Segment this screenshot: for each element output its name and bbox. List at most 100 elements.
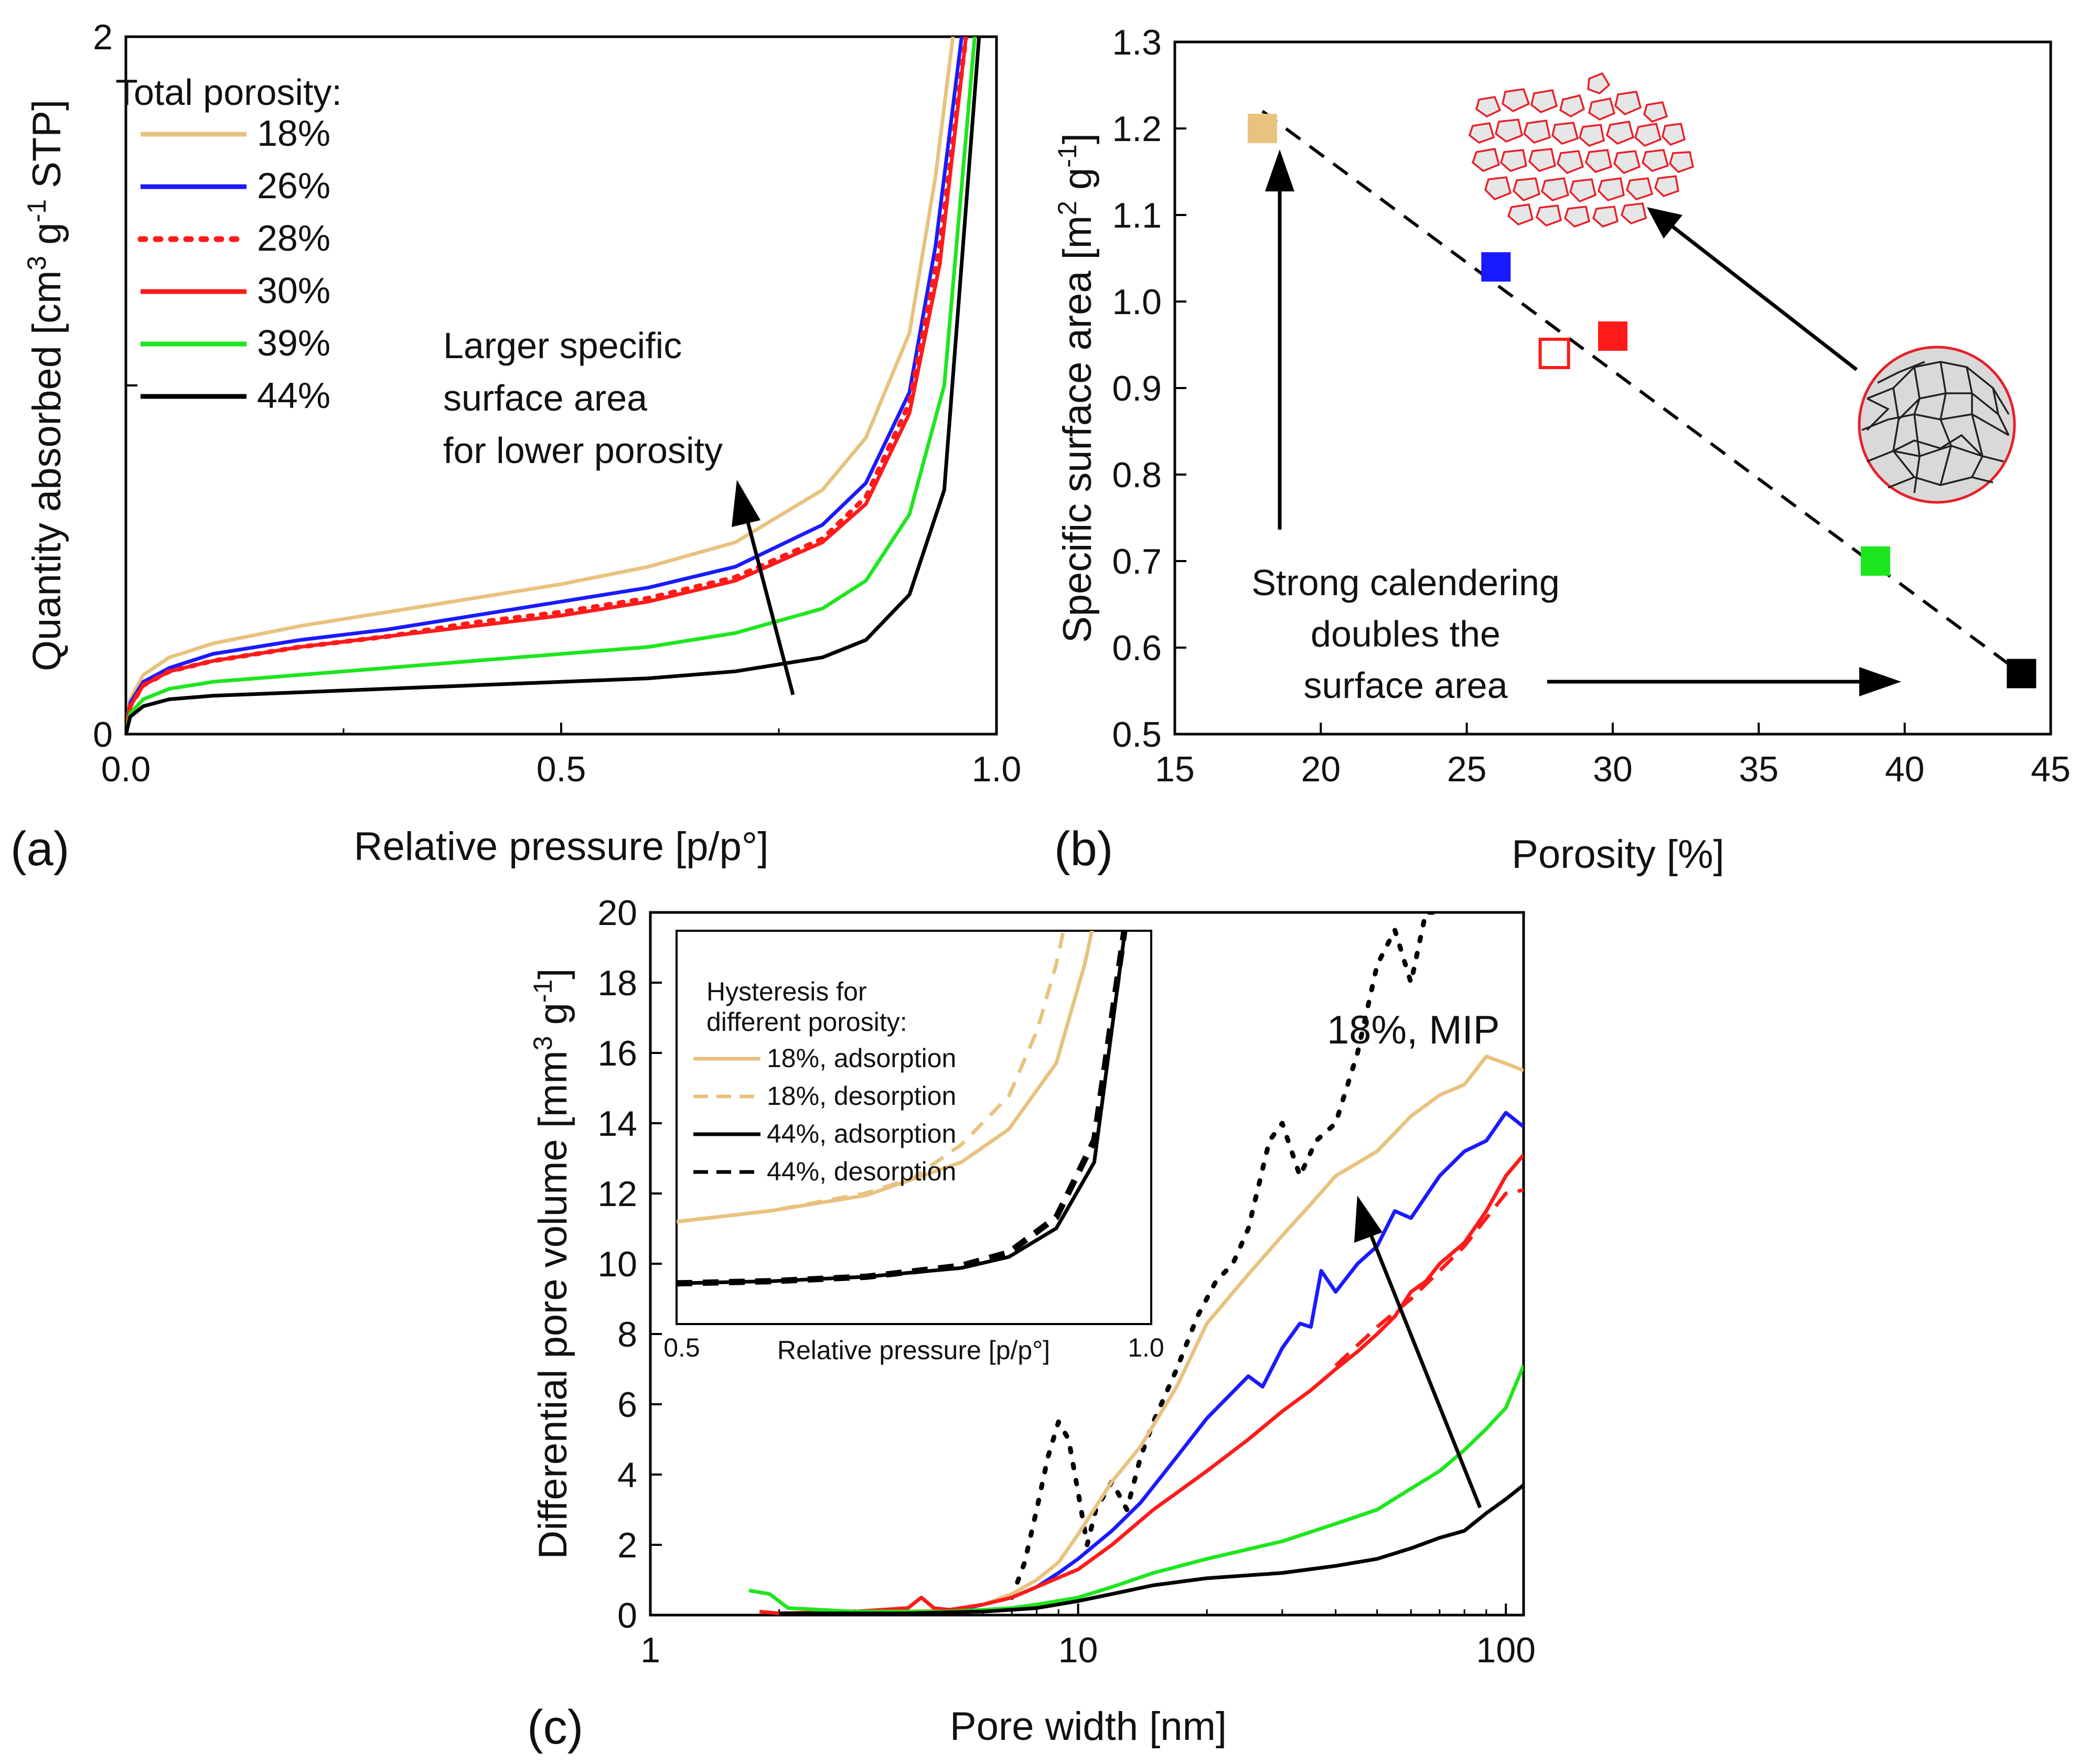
data-point-26 bbox=[1481, 252, 1511, 282]
legend-label-39: 39% bbox=[257, 322, 330, 363]
series-line-18 bbox=[126, 37, 955, 734]
inset-legend: 18%, adsorption 18%, desorption 44%, adsor… bbox=[693, 1044, 956, 1186]
series-line-44 bbox=[126, 37, 981, 734]
xtick-label-1-0: 1.0 bbox=[972, 749, 1022, 789]
xtick-label-20: 20 bbox=[1301, 749, 1341, 789]
panel-b-annotation-line-1: Strong calendering bbox=[1251, 562, 1560, 603]
ytick-label-0-7: 0.7 bbox=[1112, 542, 1162, 582]
data-point-44 bbox=[2007, 659, 2037, 689]
panel-a-annotation-line-2: surface area bbox=[443, 378, 647, 418]
xtick-label-0-0: 0.0 bbox=[101, 749, 151, 789]
ytick-label-1-3: 1.3 bbox=[1112, 23, 1162, 62]
series-line-28 bbox=[1334, 1188, 1524, 1367]
xtick-label-0-5: 0.5 bbox=[537, 749, 586, 789]
panel-b-label: (b) bbox=[1054, 822, 1113, 876]
xtick-label-30: 30 bbox=[1593, 749, 1633, 789]
data-point-28 bbox=[1538, 338, 1570, 369]
panel-c-ticks: 1 10 100 0 2 4 6 8 10 12 14 16 18 20 bbox=[597, 893, 1536, 1670]
inset-xtick-label-0-5: 0.5 bbox=[663, 1333, 700, 1362]
xtick-label-10: 10 bbox=[1058, 1630, 1098, 1670]
xtick-label-25: 25 bbox=[1447, 749, 1487, 789]
ytick-label-0: 0 bbox=[93, 715, 113, 755]
panel-a-ylabel: Quantity absorbed [cm3 g-1 STP] bbox=[22, 100, 69, 671]
panel-b-vertical-arrow-head bbox=[1265, 149, 1294, 191]
inset-xtick-label-1-0: 1.0 bbox=[1128, 1333, 1164, 1362]
series-line-44 bbox=[779, 1483, 1524, 1615]
ytick-label-0: 0 bbox=[617, 1596, 637, 1636]
legend-title: Total porosity: bbox=[115, 72, 342, 113]
ytick-label-14: 14 bbox=[597, 1104, 637, 1144]
panel-a: 0.0 0.5 1.0 0 2 Total porosity:18% 26% 28% 30% 3… bbox=[10, 17, 1021, 876]
panel-a-annotation-line-1: Larger specific bbox=[443, 325, 682, 366]
xtick-label-100: 100 bbox=[1476, 1630, 1536, 1670]
legend-label-18: 18% bbox=[257, 113, 330, 154]
legend-label-44: 44% bbox=[257, 375, 330, 416]
panel-a-xlabel: Relative pressure [p/p°] bbox=[354, 824, 769, 869]
inset-legend-title-line-2: different porosity: bbox=[706, 1007, 907, 1037]
panel-b: 15 20 25 30 35 40 45 0.5 0.6 0.7 0.8 0.9 1.0 1.1 1.2 1.… bbox=[1053, 23, 2071, 877]
panel-b-ylabel: Specific surface area [m2 g-1] bbox=[1053, 133, 1100, 643]
series-line-39 bbox=[126, 37, 977, 734]
ytick-label-20: 20 bbox=[597, 893, 637, 933]
inset-series-18-desorption bbox=[677, 931, 1066, 1224]
ytick-label-1-0: 1.0 bbox=[1112, 282, 1162, 322]
panel-b-trendline bbox=[1261, 110, 2023, 675]
panel-a-curves bbox=[126, 37, 981, 734]
inset-series-44-desorption bbox=[677, 931, 1128, 1287]
panel-b-compression-arrow-shaft bbox=[1666, 221, 1858, 371]
ytick-label-6: 6 bbox=[617, 1385, 637, 1425]
xtick-label-45: 45 bbox=[2031, 749, 2071, 789]
series-line-30 bbox=[126, 37, 968, 734]
series-line-26 bbox=[126, 37, 964, 734]
dense-particles-illustration bbox=[1858, 346, 2016, 504]
series-line-39 bbox=[748, 1364, 1524, 1614]
series-line-18 bbox=[907, 1055, 1524, 1614]
inset-legend-label-44-desorption: 44%, desorption bbox=[767, 1157, 956, 1186]
ytick-label-16: 16 bbox=[597, 1034, 637, 1073]
inset-legend-label-18-adsorption: 18%, adsorption bbox=[767, 1044, 956, 1073]
inset-legend-label-18-desorption: 18%, desorption bbox=[767, 1081, 956, 1111]
ytick-label-0-5: 0.5 bbox=[1112, 715, 1162, 755]
panel-c-arrow-shaft bbox=[1367, 1229, 1482, 1509]
panel-b-annotation-line-2: doubles the bbox=[1311, 614, 1501, 654]
ytick-label-2: 2 bbox=[93, 17, 113, 57]
xtick-label-35: 35 bbox=[1739, 749, 1779, 789]
panel-c-label: (c) bbox=[527, 1701, 583, 1754]
ytick-label-10: 10 bbox=[597, 1244, 637, 1284]
ytick-label-0-8: 0.8 bbox=[1112, 455, 1162, 495]
panel-c-mip-label: 18%, MIP bbox=[1327, 1008, 1499, 1052]
legend-label-30: 30% bbox=[257, 270, 330, 311]
panel-c-curves bbox=[748, 912, 1524, 1615]
inset-legend-label-44-adsorption: 44%, adsorption bbox=[767, 1119, 956, 1148]
ytick-label-18: 18 bbox=[597, 963, 637, 1003]
panel-c: 1 10 100 0 2 4 6 8 10 12 14 16 18 20 18%, MIP 0.5 1.0 … bbox=[527, 893, 1536, 1754]
legend-label-28: 28% bbox=[257, 218, 330, 259]
inset-legend-title-line-1: Hysteresis for bbox=[706, 977, 867, 1006]
panel-c-arrow-head bbox=[1354, 1196, 1383, 1243]
ytick-label-0-6: 0.6 bbox=[1112, 628, 1162, 668]
data-point-30 bbox=[1598, 321, 1627, 351]
inset-xlabel: Relative pressure [p/p°] bbox=[777, 1336, 1050, 1365]
series-line-30 bbox=[759, 1154, 1524, 1615]
ytick-label-1-2: 1.2 bbox=[1112, 109, 1162, 149]
panel-b-points bbox=[1248, 114, 2037, 689]
panel-a-label: (a) bbox=[10, 822, 69, 876]
panel-a-arrow-head bbox=[732, 480, 760, 527]
ytick-label-8: 8 bbox=[617, 1315, 637, 1354]
trendline bbox=[1261, 110, 2023, 675]
xtick-label-15: 15 bbox=[1155, 749, 1195, 789]
panel-b-ticks: 15 20 25 30 35 40 45 0.5 0.6 0.7 0.8 0.9 1.0 1.1 1.2 1.… bbox=[1112, 23, 2070, 789]
series-line-18-mip bbox=[1009, 912, 1442, 1600]
panel-c-xlabel: Pore width [nm] bbox=[950, 1704, 1227, 1749]
data-point-39 bbox=[1861, 546, 1890, 576]
ytick-label-2: 2 bbox=[617, 1525, 637, 1565]
ytick-label-4: 4 bbox=[617, 1455, 637, 1495]
panel-a-annotation-line-3: for lower porosity bbox=[443, 430, 723, 471]
ytick-label-1-1: 1.1 bbox=[1112, 196, 1162, 235]
panel-a-arrow-shaft bbox=[742, 505, 795, 695]
panel-a-legend: Total porosity:18% 26% 28% 30% 39% 44% bbox=[115, 72, 342, 416]
loose-particles-illustration bbox=[1468, 72, 1695, 228]
legend-label-26: 26% bbox=[257, 165, 330, 206]
xtick-label-1: 1 bbox=[640, 1630, 660, 1670]
